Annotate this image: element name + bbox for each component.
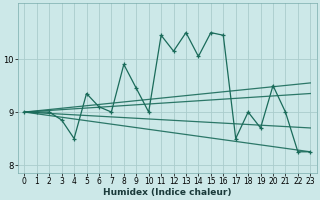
X-axis label: Humidex (Indice chaleur): Humidex (Indice chaleur) [103,188,232,197]
